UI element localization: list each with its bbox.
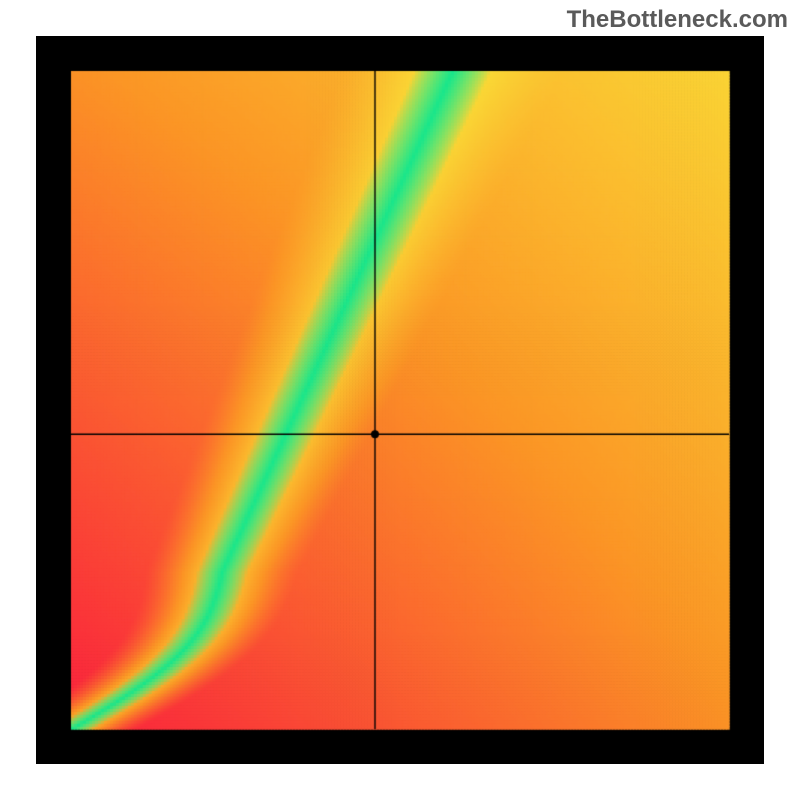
page-container: TheBottleneck.com bbox=[0, 0, 800, 800]
chart-frame bbox=[36, 36, 764, 764]
attribution-text: TheBottleneck.com bbox=[567, 6, 788, 34]
heatmap-canvas bbox=[36, 36, 764, 764]
